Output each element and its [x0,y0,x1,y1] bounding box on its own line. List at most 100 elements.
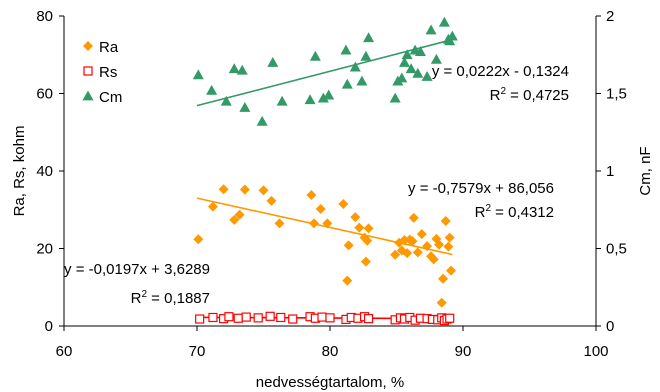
point-cm [398,57,410,67]
point-cm [438,16,450,27]
point-cm [425,24,437,35]
point-rs [241,312,251,322]
legend-item-cm: Cm [82,89,122,106]
point-cm [206,84,218,95]
point-ra [309,218,320,229]
point-rs [363,314,374,324]
point-cm [228,63,240,74]
point-rs [253,313,263,323]
trendline-equation-rs: y = -0,0197x + 3,6289 [64,261,210,278]
point-ra [446,265,457,276]
y-axis-title: Ra, Rs, kohm [11,126,28,217]
point-cm [323,89,335,100]
x-axis-title: nedvességtartalom, % [256,374,404,391]
y-tick-label: 80 [36,8,53,25]
point-ra [434,239,445,250]
point-ra [229,214,240,225]
legend-label-ra: Ra [99,39,119,56]
legend-marker-ra [83,41,93,51]
x-tick-label: 100 [583,343,608,360]
point-ra [306,190,317,201]
y-tick-label: 40 [36,163,53,180]
point-ra [315,203,326,214]
point-cm [430,53,442,64]
point-cm [236,64,248,75]
series-cm [192,16,458,126]
y2-axis-title: Cm, nF [637,146,654,195]
x-tick-label: 70 [189,343,206,360]
point-ra [322,218,333,229]
trendline-labels: y = 0,0222x - 0,1324 R2 = 0,4725 y = -0,75… [64,63,569,307]
point-ra [239,184,250,195]
point-cm [192,69,204,80]
point-ra [440,215,451,226]
point-ra [354,222,365,233]
point-cm [412,67,424,78]
point-ra [443,241,454,252]
point-ra [193,234,204,245]
point-cm [341,78,353,89]
point-cm [405,63,417,74]
point-rs [195,314,205,324]
point-ra [408,212,419,223]
point-cm [401,49,413,60]
x-tick-label: 90 [455,343,472,360]
trendline-ra [196,197,453,256]
point-ra [258,185,269,196]
trendline-r2-cm: R2 = 0,4725 [490,86,569,104]
point-rs [224,312,234,322]
point-ra [436,297,447,308]
point-ra [444,232,455,243]
point-cm [349,61,361,72]
point-cm [360,50,372,61]
point-rs [445,313,455,323]
point-ra [342,275,353,286]
data-points [192,16,458,326]
point-ra [407,236,418,247]
x-tick-label: 60 [56,343,73,360]
point-ra [428,254,439,265]
point-ra [338,198,349,209]
point-ra [234,209,245,220]
point-rs [288,314,298,324]
point-cm [304,94,316,105]
point-cm [267,57,279,67]
series-rs [195,311,455,326]
point-cm [363,32,375,43]
point-cm [220,95,232,106]
legend-label-cm: Cm [99,89,122,106]
trendline-cm [196,38,453,107]
series-ra [193,184,457,308]
point-cm [356,75,368,86]
point-ra [438,273,449,284]
trendline-r2-ra: R2 = 0,4312 [475,203,554,221]
point-rs [317,312,327,322]
point-ra [207,201,218,212]
y-tick-label: 0 [45,318,53,335]
point-cm [340,44,352,55]
legend-label-rs: Rs [99,64,117,81]
y-tick-label: 20 [36,241,53,258]
y2-tick-label: 1,5 [606,86,627,103]
legend-marker-rs [83,66,93,76]
point-ra [390,249,401,260]
point-cm [446,30,458,41]
y2-tick-label: 2 [606,8,614,25]
point-ra [412,247,423,258]
point-rs [265,311,275,321]
point-ra [416,229,427,240]
point-cm [309,50,321,61]
point-ra [360,256,371,267]
point-cm [276,95,288,106]
point-ra [343,240,354,251]
point-rs [233,313,243,323]
trendline-equation-ra: y = -0,7579x + 86,056 [408,180,554,197]
point-cm [396,72,408,83]
axes: 60 70 80 90 100 0 20 40 60 80 0 0,5 1 1,5 2 nedvességta… [11,8,654,391]
point-ra [422,241,433,252]
point-ra [362,235,373,246]
point-rs [208,312,218,323]
point-cm [317,92,329,103]
point-cm [414,46,426,57]
